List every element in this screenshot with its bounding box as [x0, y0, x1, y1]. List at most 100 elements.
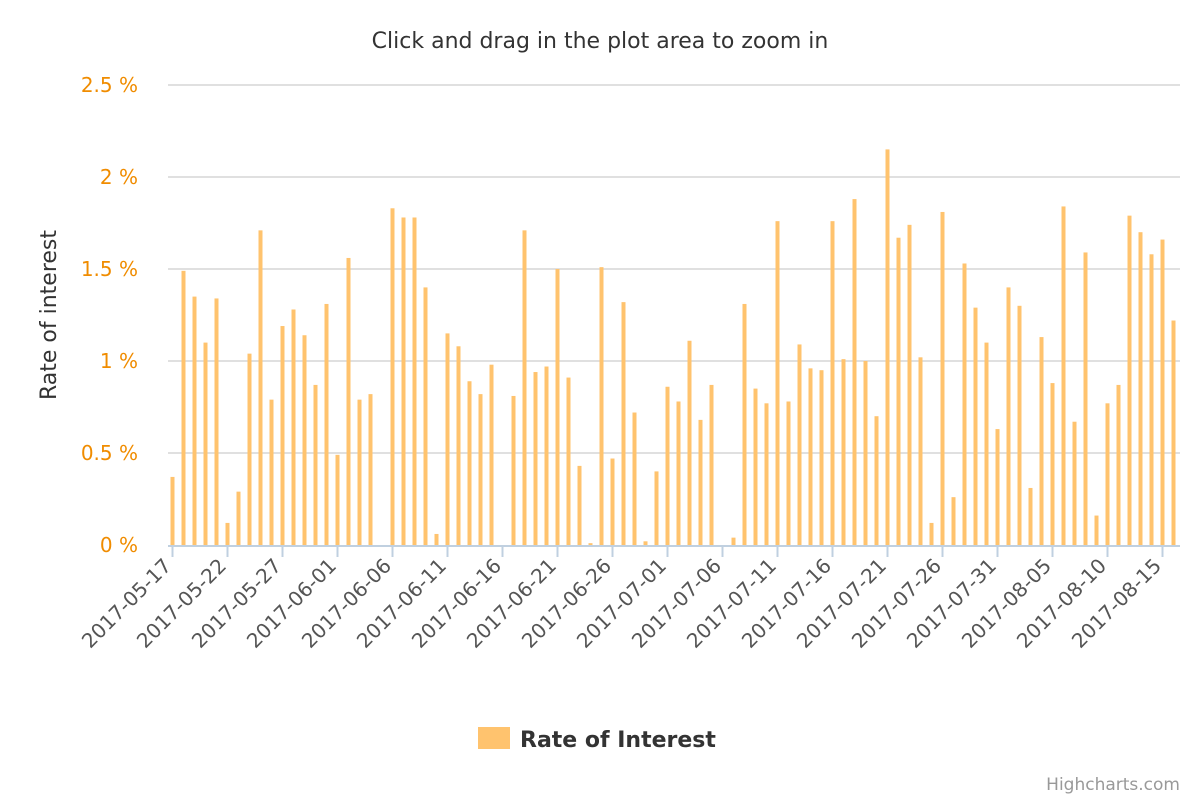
- legend[interactable]: Rate of Interest: [478, 727, 716, 753]
- bar[interactable]: [676, 401, 681, 545]
- bar[interactable]: [742, 303, 747, 545]
- bar[interactable]: [522, 230, 527, 546]
- bar[interactable]: [753, 388, 758, 545]
- bar[interactable]: [335, 454, 340, 545]
- bar[interactable]: [247, 353, 252, 545]
- bar[interactable]: [1116, 384, 1121, 545]
- bar[interactable]: [434, 533, 439, 545]
- bar[interactable]: [324, 303, 329, 545]
- bar[interactable]: [1149, 254, 1154, 545]
- bar[interactable]: [489, 364, 494, 545]
- bar[interactable]: [566, 377, 571, 545]
- bar[interactable]: [225, 522, 230, 545]
- bar[interactable]: [830, 221, 835, 545]
- bar[interactable]: [1138, 232, 1143, 545]
- legend-swatch[interactable]: [478, 727, 510, 749]
- bar[interactable]: [874, 416, 879, 545]
- bar[interactable]: [401, 217, 406, 546]
- bar[interactable]: [731, 537, 736, 545]
- bar[interactable]: [467, 381, 472, 545]
- bar[interactable]: [643, 541, 648, 545]
- bar[interactable]: [687, 340, 692, 545]
- bar[interactable]: [951, 497, 956, 545]
- bar[interactable]: [555, 269, 560, 545]
- bar[interactable]: [280, 326, 285, 545]
- bar[interactable]: [599, 267, 604, 545]
- bar[interactable]: [1105, 403, 1110, 545]
- bar[interactable]: [236, 491, 241, 545]
- bar[interactable]: [181, 270, 186, 545]
- bar[interactable]: [973, 307, 978, 545]
- bar[interactable]: [390, 208, 395, 545]
- bar[interactable]: [786, 401, 791, 545]
- bar[interactable]: [808, 368, 813, 545]
- bar[interactable]: [1006, 287, 1011, 545]
- bar[interactable]: [1171, 320, 1176, 545]
- credits-link[interactable]: Highcharts.com: [1046, 775, 1180, 795]
- bar[interactable]: [929, 522, 934, 545]
- bar[interactable]: [269, 399, 274, 545]
- bar[interactable]: [907, 224, 912, 545]
- bar[interactable]: [192, 296, 197, 545]
- bar[interactable]: [203, 342, 208, 545]
- bar[interactable]: [1083, 252, 1088, 545]
- bar[interactable]: [368, 394, 373, 545]
- bar[interactable]: [885, 149, 890, 545]
- bar[interactable]: [588, 543, 593, 545]
- bar-series[interactable]: [170, 149, 1176, 546]
- bar[interactable]: [1050, 383, 1055, 545]
- bar[interactable]: [346, 257, 351, 545]
- bar[interactable]: [841, 359, 846, 545]
- bar[interactable]: [291, 309, 296, 545]
- bar[interactable]: [896, 237, 901, 545]
- legend-label[interactable]: Rate of Interest: [520, 728, 716, 753]
- y-tick-label: 0 %: [100, 533, 138, 557]
- bar[interactable]: [214, 298, 219, 545]
- bar[interactable]: [764, 403, 769, 545]
- bar[interactable]: [940, 211, 945, 545]
- gridlines: [168, 84, 1180, 454]
- bar[interactable]: [1072, 421, 1077, 545]
- bar[interactable]: [313, 384, 318, 545]
- bar[interactable]: [610, 458, 615, 545]
- bar[interactable]: [412, 217, 417, 546]
- bar[interactable]: [962, 263, 967, 545]
- bar[interactable]: [511, 395, 516, 545]
- bar[interactable]: [302, 335, 307, 545]
- bar[interactable]: [445, 333, 450, 545]
- bar[interactable]: [258, 230, 263, 546]
- bar[interactable]: [621, 302, 626, 545]
- bar[interactable]: [577, 465, 582, 545]
- bar[interactable]: [456, 346, 461, 545]
- bar[interactable]: [632, 412, 637, 545]
- bar[interactable]: [852, 199, 857, 545]
- bar[interactable]: [995, 429, 1000, 545]
- bar[interactable]: [665, 386, 670, 545]
- y-axis-title: Rate of interest: [37, 230, 62, 400]
- bar[interactable]: [1017, 305, 1022, 545]
- bar[interactable]: [478, 394, 483, 545]
- bar[interactable]: [918, 357, 923, 545]
- bar[interactable]: [1039, 337, 1044, 545]
- bar[interactable]: [1061, 206, 1066, 545]
- bar[interactable]: [819, 370, 824, 545]
- bar[interactable]: [1160, 239, 1165, 545]
- bar[interactable]: [544, 366, 549, 545]
- bar[interactable]: [698, 419, 703, 545]
- bar[interactable]: [170, 476, 175, 545]
- bar[interactable]: [1094, 515, 1099, 545]
- bar[interactable]: [775, 221, 780, 545]
- bar[interactable]: [709, 384, 714, 545]
- bar[interactable]: [1028, 487, 1033, 545]
- bar[interactable]: [1127, 215, 1132, 545]
- y-tick-label: 1.5 %: [81, 257, 138, 281]
- bar[interactable]: [863, 361, 868, 545]
- bar[interactable]: [357, 399, 362, 545]
- bar[interactable]: [533, 372, 538, 545]
- bar[interactable]: [654, 471, 659, 545]
- bar[interactable]: [984, 342, 989, 545]
- bar[interactable]: [797, 344, 802, 545]
- bar[interactable]: [423, 287, 428, 545]
